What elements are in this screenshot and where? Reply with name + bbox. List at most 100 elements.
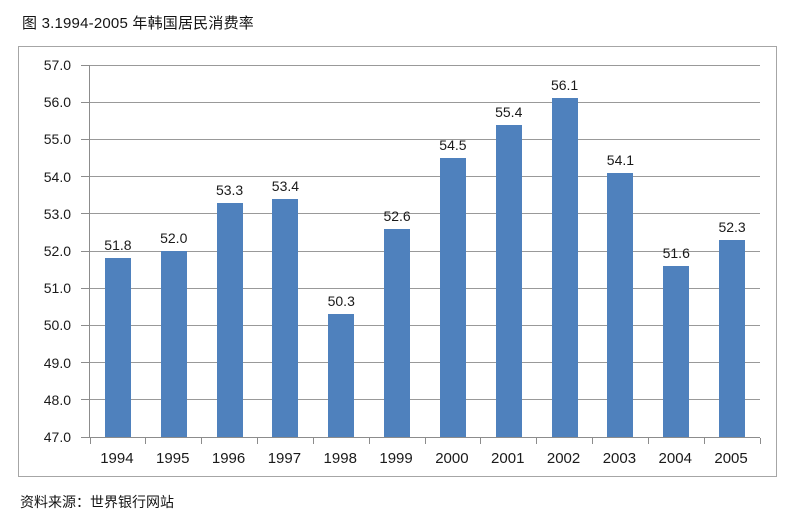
x-axis-label: 2004: [658, 450, 692, 467]
y-axis-label: 47.0: [43, 429, 71, 445]
bar: [272, 198, 299, 437]
gridline: [90, 101, 760, 103]
y-axis-tick: [81, 101, 89, 103]
gridline: [90, 250, 760, 252]
y-axis-label: 50.0: [43, 317, 71, 334]
y-axis-label: 56.0: [43, 94, 71, 111]
y-axis-label: 57.0: [43, 57, 71, 73]
x-axis-label: 2001: [491, 450, 525, 467]
y-axis-tick: [81, 64, 89, 66]
plot-area: 51.8 52.0 53.3 53.4 50.3 52.6 54.5 55.4 56.1 54.1…: [81, 64, 761, 444]
x-axis-label: 1999: [379, 450, 413, 467]
bar-column: 52.6: [369, 65, 425, 437]
x-axis-tick: [480, 438, 482, 444]
y-axis-tick: [81, 287, 89, 289]
gridline: [90, 176, 760, 178]
x-axis-label: 1998: [323, 450, 357, 467]
chart-title: 图 3.1994-2005 年韩国居民消费率: [22, 15, 254, 32]
bar-value-label: 55.4: [495, 103, 523, 120]
x-axis-label: 2005: [714, 450, 748, 467]
y-axis-tick: [81, 362, 89, 364]
bar-column: 56.1: [537, 65, 593, 437]
bar: [160, 251, 187, 437]
gridline: [90, 213, 760, 215]
gridline: [90, 64, 760, 66]
bar-value-label: 51.6: [662, 244, 690, 261]
gridline: [90, 287, 760, 289]
bar-column: 50.3: [313, 65, 369, 437]
bar: [328, 314, 355, 437]
y-axis-tick: [81, 250, 89, 252]
chart-container: 57.0 56.0 55.0 54.0 53.0 52.0 51.0 50.0 49.0 48.0…: [18, 46, 777, 477]
x-axis-tick: [201, 438, 203, 444]
y-axis-label: 51.0: [43, 280, 71, 297]
gridline: [90, 362, 760, 364]
bar-value-label: 51.8: [104, 237, 132, 254]
gridline: [90, 399, 760, 401]
x-axis-labels: 1994 1995 1996 1997 1998 1999 2000 2001 2002 2003…: [89, 449, 759, 471]
y-axis-tick: [81, 176, 89, 178]
y-axis-labels: 57.0 56.0 55.0 54.0 53.0 52.0 51.0 50.0 49.0 48.0…: [19, 57, 79, 445]
x-axis-tick: [257, 438, 258, 444]
x-axis-tick: [592, 438, 593, 444]
bar: [384, 228, 411, 437]
bar-value-label: 54.5: [439, 137, 467, 153]
x-axis-tick: [368, 438, 370, 444]
x-axis-tick: [424, 438, 426, 444]
bar-value-label: 53.4: [271, 177, 300, 194]
bar-column: 55.4: [481, 65, 537, 437]
bar: [663, 265, 690, 437]
y-axis-tick: [81, 138, 89, 140]
x-axis-tick: [312, 438, 314, 444]
x-axis-label: 2000: [435, 450, 469, 467]
bar: [439, 158, 466, 437]
gridline: [90, 138, 760, 140]
bar-column: 52.0: [146, 65, 202, 437]
bar-value-label: 52.0: [160, 230, 188, 246]
y-axis-label: 54.0: [43, 168, 71, 185]
y-axis-label: 52.0: [43, 243, 71, 259]
y-axis-label: 53.0: [43, 205, 71, 222]
bar-column: 54.1: [593, 65, 649, 437]
bar-column: 53.3: [202, 65, 258, 437]
x-axis-tick: [145, 438, 147, 444]
source-note: 资料来源：世界银行网站: [20, 494, 174, 510]
bar-value-label: 53.3: [215, 181, 244, 198]
x-axis-label: 1996: [211, 450, 246, 467]
bar-value-label: 52.6: [383, 207, 411, 224]
x-axis-tick: [759, 438, 761, 444]
bar-column: 53.4: [258, 65, 314, 437]
bar-column: 51.6: [648, 65, 704, 437]
bar-value-label: 54.1: [606, 151, 635, 168]
bar-column: 51.8: [90, 65, 146, 437]
x-axis-label: 1997: [267, 450, 302, 467]
x-axis-label: 2003: [602, 450, 637, 467]
bar: [495, 124, 522, 437]
y-axis-label: 49.0: [43, 354, 71, 371]
y-axis-label: 55.0: [43, 131, 71, 148]
y-axis-tick: [81, 399, 89, 401]
x-axis-label: 1995: [156, 450, 190, 467]
bar-column: 54.5: [425, 65, 481, 437]
y-axis-label: 48.0: [43, 391, 71, 408]
bar: [216, 202, 243, 437]
x-axis-tick: [89, 438, 91, 444]
bar: [607, 172, 634, 437]
y-axis-tick: [81, 324, 89, 326]
bar: [551, 98, 578, 437]
bar: [104, 258, 131, 437]
x-axis-label: 2002: [546, 450, 581, 467]
x-axis-tick: [536, 438, 538, 444]
bar-value-label: 50.3: [327, 293, 355, 310]
y-axis-tick: [81, 436, 89, 438]
x-axis-label: 1994: [100, 450, 134, 467]
bar-value-label: 56.1: [550, 77, 579, 94]
bar: [719, 239, 746, 437]
gridline: [90, 324, 760, 326]
y-axis-tick: [81, 213, 89, 215]
bar-value-label: 52.3: [718, 218, 746, 235]
x-axis-tick: [703, 438, 705, 444]
bar-column: 52.3: [704, 65, 760, 437]
x-axis-tick: [647, 438, 649, 444]
